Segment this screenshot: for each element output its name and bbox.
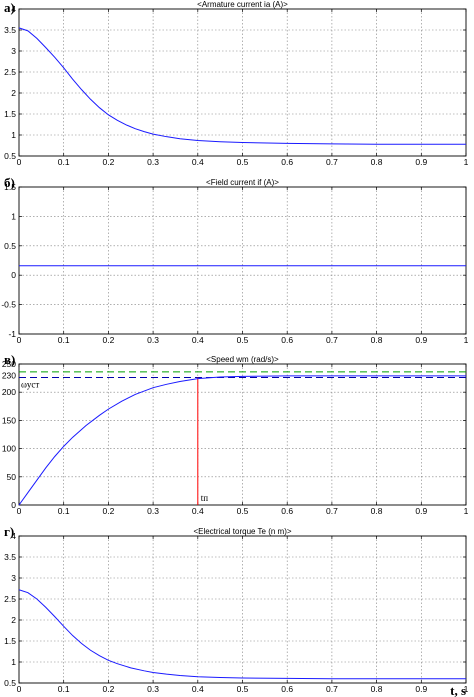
x-tick-label: 0.2 — [102, 157, 114, 167]
y-tick-label: 0 — [11, 270, 16, 280]
x-tick-label: 0.8 — [371, 157, 383, 167]
x-tick-label: 0.2 — [102, 684, 114, 694]
x-tick-label: 0.9 — [415, 506, 427, 516]
x-tick-label: 1 — [464, 684, 469, 694]
x-tick-label: 0 — [17, 335, 22, 345]
x-tick-label: 0 — [17, 157, 22, 167]
panel-label: г) — [4, 524, 14, 539]
y-tick-label: 2.5 — [4, 594, 16, 604]
y-tick-label: 0.5 — [4, 241, 16, 251]
y-tick-label: 250 — [2, 359, 16, 369]
x-tick-label: 0.6 — [281, 335, 293, 345]
x-tick-label: 0.1 — [58, 506, 70, 516]
x-tick-label: 0.5 — [237, 506, 249, 516]
y-tick-label: 1.5 — [4, 636, 16, 646]
x-tick-label: 0.3 — [147, 506, 159, 516]
panel-title: <Speed wm (rad/s)> — [206, 355, 279, 364]
chart-panel-4: 0 0.1 0.2 0.3 0.4 0.5 0.6 0.7 0.8 0.9 1 0.5 1 1.5 2 2.5… — [4, 524, 469, 694]
x-tick-label: 0.2 — [102, 335, 114, 345]
y-tick-label: 200 — [2, 387, 16, 397]
x-tick-label: 0.7 — [326, 684, 338, 694]
panel-label: a) — [4, 0, 15, 15]
y-tick-label: 4 — [11, 4, 16, 14]
x-tick-label: 0.8 — [371, 684, 383, 694]
y-tick-label: 1.5 — [4, 109, 16, 119]
steady-speed-label: ωуст — [21, 379, 39, 389]
y-tick-label: -0.5 — [1, 300, 16, 310]
x-tick-label: 0.3 — [147, 157, 159, 167]
y-tick-label: 3 — [11, 573, 16, 583]
chart-panel-2: 0 0.1 0.2 0.3 0.4 0.5 0.6 0.7 0.8 0.9 1 -1 -0.5 0 0.5 1… — [1, 175, 468, 345]
x-axis-label: t, s — [450, 683, 466, 697]
y-tick-label: 1 — [11, 211, 16, 221]
x-tick-label: 0.4 — [192, 684, 204, 694]
x-tick-label: 0.4 — [192, 157, 204, 167]
x-tick-label: 1 — [464, 157, 469, 167]
y-tick-label: 2.5 — [4, 67, 16, 77]
y-tick-label: 50 — [7, 472, 17, 482]
x-tick-label: 0.5 — [237, 684, 249, 694]
panel-title: <Field current if (A)> — [206, 178, 279, 187]
plot-frame — [18, 186, 467, 335]
series-line — [18, 375, 466, 506]
x-tick-label: 0.8 — [371, 335, 383, 345]
plot-frame — [18, 363, 467, 506]
y-tick-label: 4 — [11, 531, 16, 541]
y-tick-label: 1 — [11, 130, 16, 140]
x-tick-label: 0.1 — [58, 157, 70, 167]
x-tick-label: 1 — [464, 335, 469, 345]
panel-title: <Electrical torque Te (n m)> — [193, 527, 291, 536]
x-tick-label: 0.1 — [58, 684, 70, 694]
y-tick-label: 100 — [2, 444, 16, 454]
y-tick-label: 2 — [11, 615, 16, 625]
plot-frame — [18, 535, 467, 684]
y-tick-label: 3.5 — [4, 552, 16, 562]
plot-frame — [18, 8, 467, 157]
y-tick-label: 0.5 — [4, 151, 16, 161]
x-tick-label: 0.1 — [58, 335, 70, 345]
x-tick-label: 0.9 — [415, 335, 427, 345]
y-tick-label: 150 — [2, 415, 16, 425]
x-tick-label: 0.8 — [371, 506, 383, 516]
x-tick-label: 0 — [17, 506, 22, 516]
x-tick-label: 0.4 — [192, 506, 204, 516]
y-tick-label-230: 230 — [2, 370, 16, 380]
x-tick-label: 0.9 — [415, 684, 427, 694]
x-tick-label: 0.9 — [415, 157, 427, 167]
x-tick-label: 0.7 — [326, 335, 338, 345]
x-tick-label: 0.3 — [147, 684, 159, 694]
y-tick-label: 2 — [11, 88, 16, 98]
chart-panel-1: 0 0.1 0.2 0.3 0.4 0.5 0.6 0.7 0.8 0.9 1 0.5 1 1.5 2 2.5… — [4, 0, 469, 167]
panel-label: б) — [4, 175, 15, 190]
x-tick-label: 0.2 — [102, 506, 114, 516]
x-tick-label: 0.6 — [281, 684, 293, 694]
y-tick-label: 3.5 — [4, 25, 16, 35]
x-tick-label: 0.6 — [281, 506, 293, 516]
panel-title: <Armature current ia (A)> — [197, 0, 288, 9]
x-tick-label: 0.4 — [192, 335, 204, 345]
y-tick-label: 1.5 — [4, 182, 16, 192]
x-tick-label: 0.7 — [326, 157, 338, 167]
y-tick-label: 3 — [11, 46, 16, 56]
x-tick-label: 0.5 — [237, 157, 249, 167]
y-tick-label: 1 — [11, 657, 16, 667]
y-tick-label: -1 — [8, 329, 16, 339]
x-tick-label: 0.3 — [147, 335, 159, 345]
x-tick-label: 1 — [464, 506, 469, 516]
x-tick-label: 0.6 — [281, 157, 293, 167]
series-line — [18, 589, 466, 680]
settling-time-label: tп — [201, 493, 209, 503]
panel-label: в) — [4, 352, 15, 367]
x-tick-label: 0.7 — [326, 506, 338, 516]
series-line — [18, 27, 466, 145]
chart-panel-3: 0 0.1 0.2 0.3 0.4 0.5 0.6 0.7 0.8 0.9 1 0 50 100 150 20… — [2, 352, 469, 516]
y-tick-label: 0 — [11, 500, 16, 510]
y-tick-label: 0.5 — [4, 678, 16, 688]
x-tick-label: 0 — [17, 684, 22, 694]
x-tick-label: 0.5 — [237, 335, 249, 345]
